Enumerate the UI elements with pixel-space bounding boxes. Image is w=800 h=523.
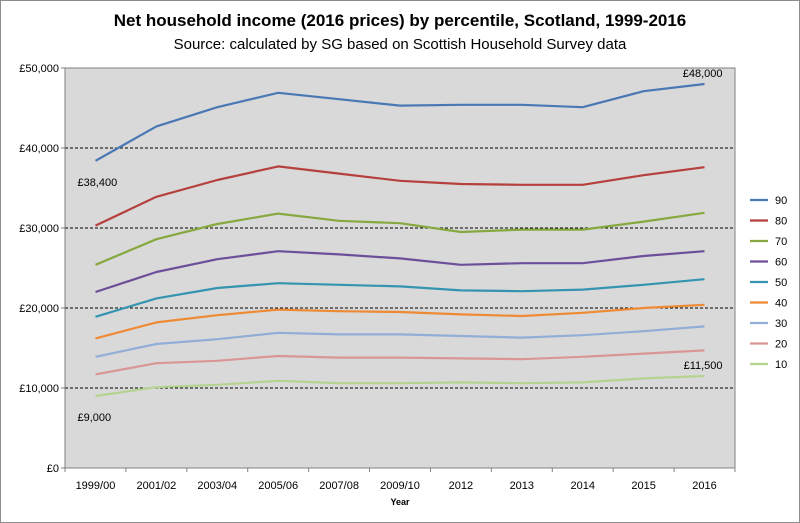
series-line-80 (95, 165, 705, 227)
x-tick-label: 2015 (631, 480, 655, 492)
gridlines (65, 147, 735, 389)
chart-subtitle: Source: calculated by SG based on Scotti… (174, 36, 627, 53)
series-line-10 (95, 374, 705, 398)
data-label: £38,400 (77, 177, 117, 189)
series-line-70 (95, 211, 705, 266)
legend-label-60: 60 (775, 257, 787, 269)
y-tick-label: £30,000 (19, 223, 59, 235)
series-line-30 (95, 325, 705, 358)
series-lines (94, 82, 705, 398)
x-tick-label: 2005/06 (258, 480, 298, 492)
x-tick-label: 2012 (449, 480, 473, 492)
legend: 90 80 70 60 50 40 30 20 10 (750, 195, 787, 371)
data-label: £9,000 (77, 412, 111, 424)
y-tick-label: £10,000 (19, 383, 59, 395)
series-line-60 (95, 250, 705, 294)
legend-label-10: 10 (775, 359, 787, 371)
x-tick-label: 2016 (692, 480, 716, 492)
y-tick-label: £0 (47, 463, 59, 475)
legend-label-90: 90 (775, 195, 787, 207)
x-axis: 1999/00 2001/02 2003/04 2005/06 2007/08 2009/… (64, 467, 736, 492)
plot-area (64, 67, 736, 469)
y-tick-label: £50,000 (19, 63, 59, 75)
chart-title: Net household income (2016 prices) by pe… (114, 11, 687, 30)
x-tick-label: 2014 (570, 480, 594, 492)
y-tick-label: £20,000 (19, 303, 59, 315)
series-line-50 (95, 278, 705, 318)
legend-label-40: 40 (775, 298, 787, 310)
x-tick-label: 1999/00 (76, 480, 116, 492)
x-tick-label: 2013 (510, 480, 534, 492)
legend-label-50: 50 (775, 277, 787, 289)
legend-label-30: 30 (775, 318, 787, 330)
y-axis: £0 £10,000 £20,000 £30,000 £40,000 £50,000 (19, 63, 66, 475)
y-tick-label: £40,000 (19, 143, 59, 155)
data-label: £11,500 (684, 360, 723, 372)
data-label: £48,000 (683, 68, 723, 80)
data-annotations: £38,400 £48,000 £9,000 £11,500 (77, 68, 722, 424)
x-tick-label: 2003/04 (197, 480, 237, 492)
legend-label-80: 80 (775, 216, 787, 228)
legend-label-20: 20 (775, 339, 787, 351)
x-axis-label: Year (390, 497, 410, 507)
series-line-20 (95, 349, 705, 376)
legend-label-70: 70 (775, 236, 787, 248)
series-line-40 (95, 303, 705, 340)
x-tick-label: 2001/02 (136, 480, 176, 492)
x-tick-label: 2009/10 (380, 480, 420, 492)
x-tick-label: 2007/08 (319, 480, 359, 492)
series-line-90 (94, 82, 705, 162)
